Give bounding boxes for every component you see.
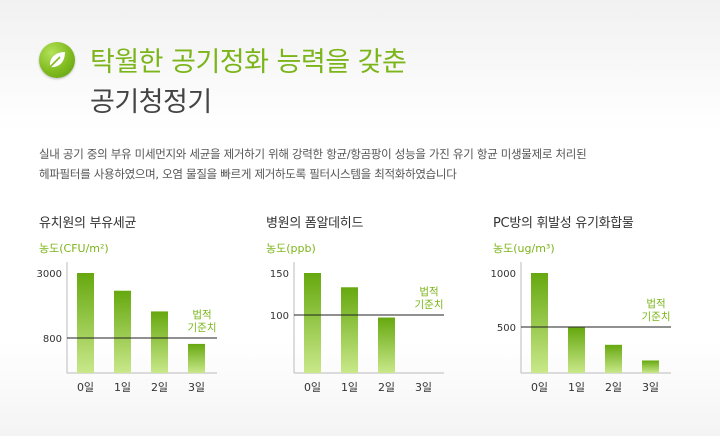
y-tick-label: 500 <box>497 323 516 334</box>
threshold-label: 법적 <box>419 286 438 298</box>
x-tick-label: 0일 <box>77 380 94 394</box>
threshold-label: 기준치 <box>188 322 217 334</box>
bar <box>304 273 321 373</box>
y-tick-label: 150 <box>270 269 289 280</box>
x-tick-label: 0일 <box>531 380 548 394</box>
description-line-1: 실내 공기 중의 부유 미세먼지와 세균을 제거하기 위해 강력한 항균/항곰팡… <box>39 147 587 161</box>
bar <box>531 273 548 373</box>
bar <box>114 290 131 373</box>
x-tick-label: 3일 <box>642 380 659 394</box>
threshold-label: 법적 <box>646 298 665 310</box>
x-tick-label: 2일 <box>378 380 395 394</box>
x-tick-label: 3일 <box>188 380 205 394</box>
bar <box>642 360 659 373</box>
x-tick-label: 3일 <box>415 380 432 394</box>
y-tick-label: 1000 <box>491 269 516 280</box>
bar <box>378 317 395 373</box>
bar <box>341 287 358 373</box>
threshold-label: 기준치 <box>415 299 444 311</box>
bar <box>605 344 622 373</box>
threshold-label: 기준치 <box>642 311 671 323</box>
chart-2-title: 병원의 폼알데히드 <box>266 216 364 231</box>
bar <box>568 327 585 373</box>
chart-1-title: 유치원의 부유세균 <box>39 216 137 231</box>
leaf-icon <box>39 42 75 78</box>
chart-3-title: PC방의 휘발성 유기화합물 <box>493 216 634 231</box>
x-tick-label: 2일 <box>151 380 168 394</box>
x-tick-label: 1일 <box>568 380 585 394</box>
x-tick-label: 2일 <box>605 380 622 394</box>
page-subtitle: 공기청정기 <box>90 87 212 118</box>
bar <box>151 311 168 373</box>
bar <box>77 273 94 373</box>
x-tick-label: 0일 <box>304 380 321 394</box>
chart-2-unit: 농도(ppb) <box>266 242 316 255</box>
page-title: 탁월한 공기정화 능력을 갖춘 <box>90 47 407 78</box>
x-tick-label: 1일 <box>114 380 131 394</box>
x-tick-label: 1일 <box>341 380 358 394</box>
description-line-2: 헤파필터를 사용하였으며, 오염 물질을 빠르게 제거하도록 필터시스템을 최적… <box>39 167 457 181</box>
threshold-label: 법적 <box>192 309 211 321</box>
y-tick-label: 800 <box>43 334 62 345</box>
y-tick-label: 3000 <box>37 269 62 280</box>
chart-3-unit: 농도(ug/m³) <box>493 242 555 255</box>
bar <box>188 343 205 373</box>
chart-1-unit: 농도(CFU/m²) <box>39 242 109 255</box>
y-tick-label: 100 <box>270 311 289 322</box>
